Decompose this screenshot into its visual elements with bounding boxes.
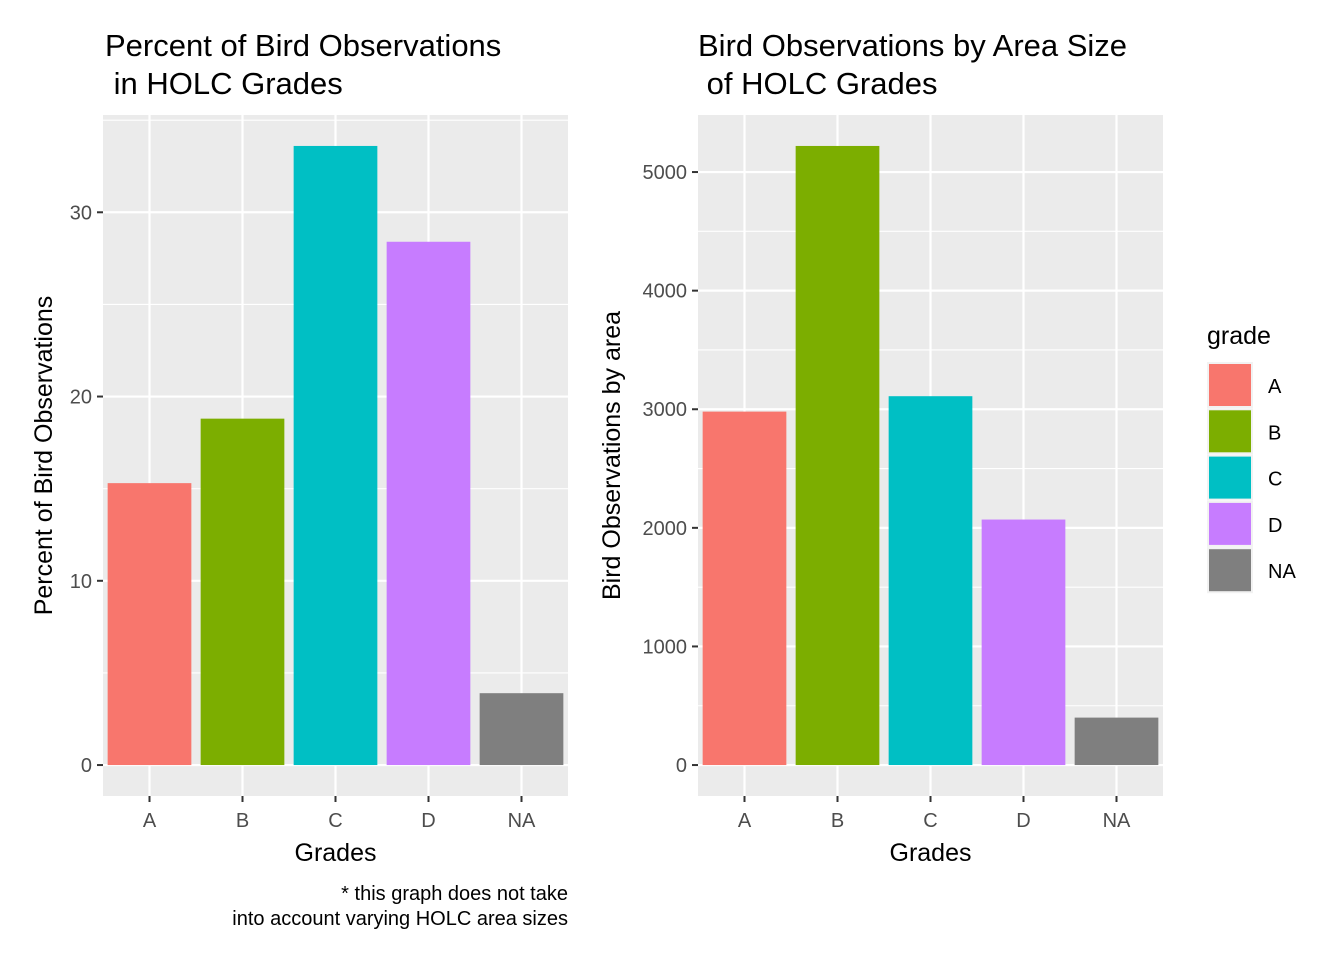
x-tick-label: A: [143, 810, 157, 832]
bar-d: [386, 241, 471, 766]
legend-label-a: A: [1268, 376, 1282, 398]
legend-key-c: [1209, 456, 1251, 499]
legend-key-d: [1209, 502, 1251, 545]
x-tick-label: NA: [508, 810, 536, 832]
y-tick-label: 3000: [643, 399, 688, 421]
chart-caption-line: into account varying HOLC area sizes: [232, 908, 568, 930]
chart-title-1-line: in HOLC Grades: [105, 66, 343, 101]
chart-title-2-line: of HOLC Grades: [698, 66, 937, 101]
legend-title: grade: [1207, 322, 1271, 350]
bar-d: [981, 519, 1066, 766]
y-tick-label: 4000: [643, 281, 688, 303]
legend-label-c: C: [1268, 469, 1282, 491]
y-tick-label: 0: [676, 755, 687, 777]
x-tick-label: B: [831, 810, 844, 832]
chart-title-1-line: Percent of Bird Observations: [105, 28, 501, 63]
legend-key-a: [1209, 364, 1251, 406]
x-tick-label: B: [236, 810, 249, 832]
bar-a: [107, 483, 192, 766]
chart-panel-2: 0 1000 2000 3000 4000 5000 A B C D NA Grades Bird Ob…: [598, 115, 1163, 867]
x-tick-label: A: [738, 810, 752, 832]
legend-label-d: D: [1268, 515, 1282, 537]
legend-label-b: B: [1268, 422, 1281, 444]
legend-label-na: NA: [1268, 561, 1296, 583]
bar-a: [702, 411, 787, 766]
y-tick-label: 1000: [643, 636, 688, 658]
x-tick-label: C: [328, 810, 342, 832]
bar-na: [479, 693, 564, 766]
legend-key-b: [1209, 410, 1251, 453]
x-tick-label: D: [1016, 810, 1030, 832]
x-tick-label: D: [421, 810, 435, 832]
chart-title-2-line: Bird Observations by Area Size: [698, 28, 1127, 63]
x-tick-label: NA: [1103, 810, 1131, 832]
x-axis-label: Grades: [295, 839, 377, 867]
y-tick-label: 20: [70, 387, 92, 409]
chart-panel-1: 0 10 20 30 A B C D NA Grades Percent of Bird Obser…: [30, 115, 568, 867]
y-tick-label: 30: [70, 202, 92, 224]
y-tick-label: 10: [70, 571, 92, 593]
chart-title-2: Bird Observations by Area Size of HOLC G…: [698, 28, 1127, 101]
bar-na: [1074, 717, 1159, 766]
bar-c: [888, 396, 973, 766]
bar-c: [293, 145, 378, 766]
legend-key-na: [1209, 549, 1251, 592]
chart-caption: * this graph does not take into account v…: [232, 883, 568, 930]
y-tick-label: 2000: [643, 518, 688, 540]
y-tick-label: 5000: [643, 162, 688, 184]
y-axis-label: Bird Observations by area: [598, 311, 626, 600]
chart-caption-line: * this graph does not take: [341, 883, 568, 905]
legend: grade A B C D NA: [1207, 322, 1296, 594]
x-axis-label: Grades: [890, 839, 972, 867]
chart-title-1: Percent of Bird Observations in HOLC Gra…: [105, 28, 501, 101]
y-tick-label: 0: [81, 755, 92, 777]
bar-b: [795, 145, 880, 766]
bar-b: [200, 418, 285, 766]
x-tick-label: C: [923, 810, 937, 832]
y-axis-label: Percent of Bird Observations: [30, 296, 58, 616]
